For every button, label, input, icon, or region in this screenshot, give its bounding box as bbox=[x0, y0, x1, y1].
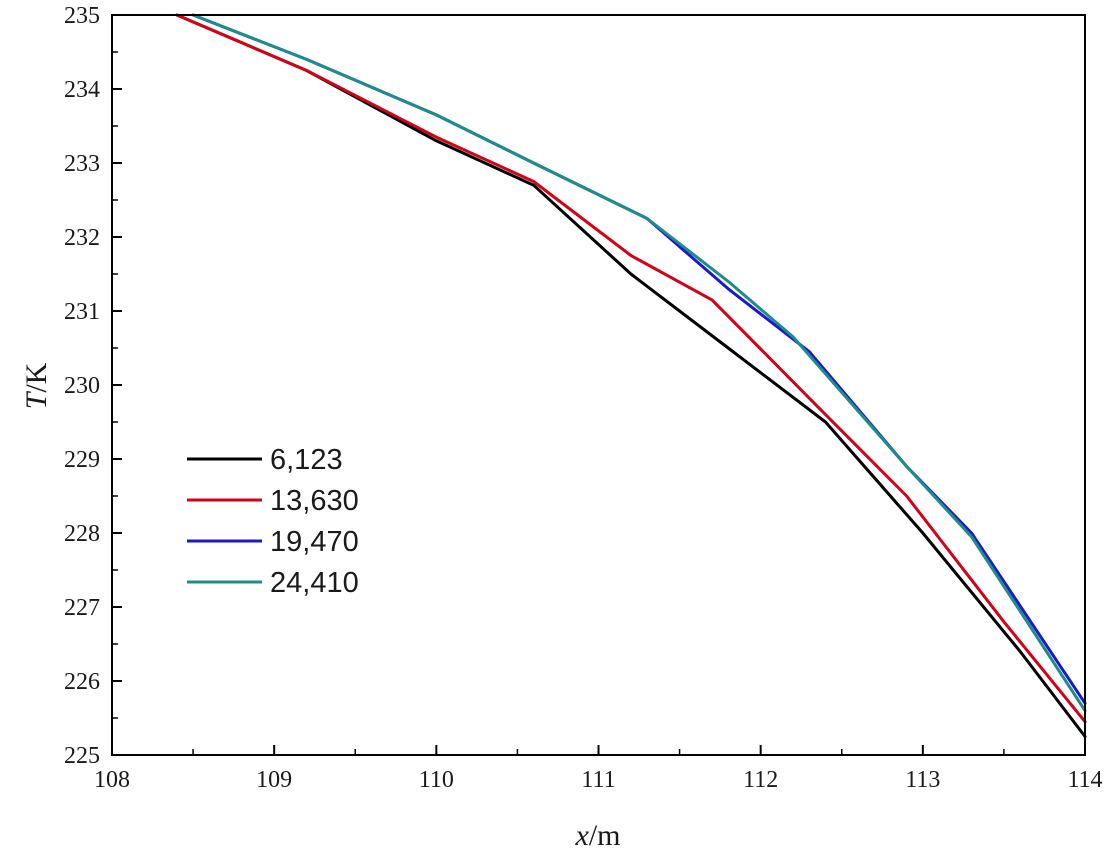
y-axis-title-unit: /K bbox=[20, 362, 53, 392]
x-tick-label: 113 bbox=[905, 767, 940, 793]
y-tick-label: 234 bbox=[64, 77, 100, 103]
y-tick-label: 226 bbox=[64, 669, 100, 695]
y-axis-title: T/K bbox=[20, 362, 53, 409]
series-lines bbox=[175, 13, 1087, 738]
x-axis-title-unit: /m bbox=[589, 819, 621, 852]
series-line-1 bbox=[175, 13, 1087, 738]
x-tick-labels: 108 109 110 111 112 113 114 bbox=[94, 767, 1103, 793]
x-tick-label: 108 bbox=[94, 767, 130, 793]
y-tick-label: 227 bbox=[64, 595, 100, 621]
y-axis-title-variable: T bbox=[20, 390, 53, 409]
y-tick-label: 230 bbox=[64, 373, 100, 399]
series-line-2 bbox=[175, 13, 1087, 724]
y-tick-label: 232 bbox=[64, 225, 100, 251]
series-line-3 bbox=[191, 13, 1087, 705]
x-tick-label: 111 bbox=[581, 767, 615, 793]
axis-ticks bbox=[111, 14, 1086, 756]
legend-label-1: 6,123 bbox=[270, 444, 343, 476]
legend-label-4: 24,410 bbox=[270, 567, 359, 599]
y-tick-label: 233 bbox=[64, 151, 100, 177]
plot-frame bbox=[111, 14, 1086, 756]
y-tick-labels: 225 226 227 228 229 230 231 232 233 234 235 bbox=[64, 3, 100, 769]
y-tick-label: 229 bbox=[64, 447, 100, 473]
legend-label-3: 19,470 bbox=[270, 526, 359, 558]
y-tick-label: 225 bbox=[64, 743, 100, 769]
x-axis-title: x/m bbox=[575, 819, 621, 852]
x-axis-title-variable: x bbox=[575, 819, 590, 852]
y-tick-label: 231 bbox=[64, 299, 100, 325]
legend-label-2: 13,630 bbox=[270, 485, 359, 517]
series-line-4 bbox=[191, 13, 1087, 713]
y-tick-label: 228 bbox=[64, 521, 100, 547]
x-tick-label: 112 bbox=[743, 767, 778, 793]
x-tick-label: 109 bbox=[256, 767, 292, 793]
x-tick-label: 114 bbox=[1067, 767, 1102, 793]
legend: 6,123 13,630 19,470 24,410 bbox=[187, 444, 359, 599]
y-tick-label: 235 bbox=[64, 3, 100, 29]
x-tick-label: 110 bbox=[419, 767, 454, 793]
